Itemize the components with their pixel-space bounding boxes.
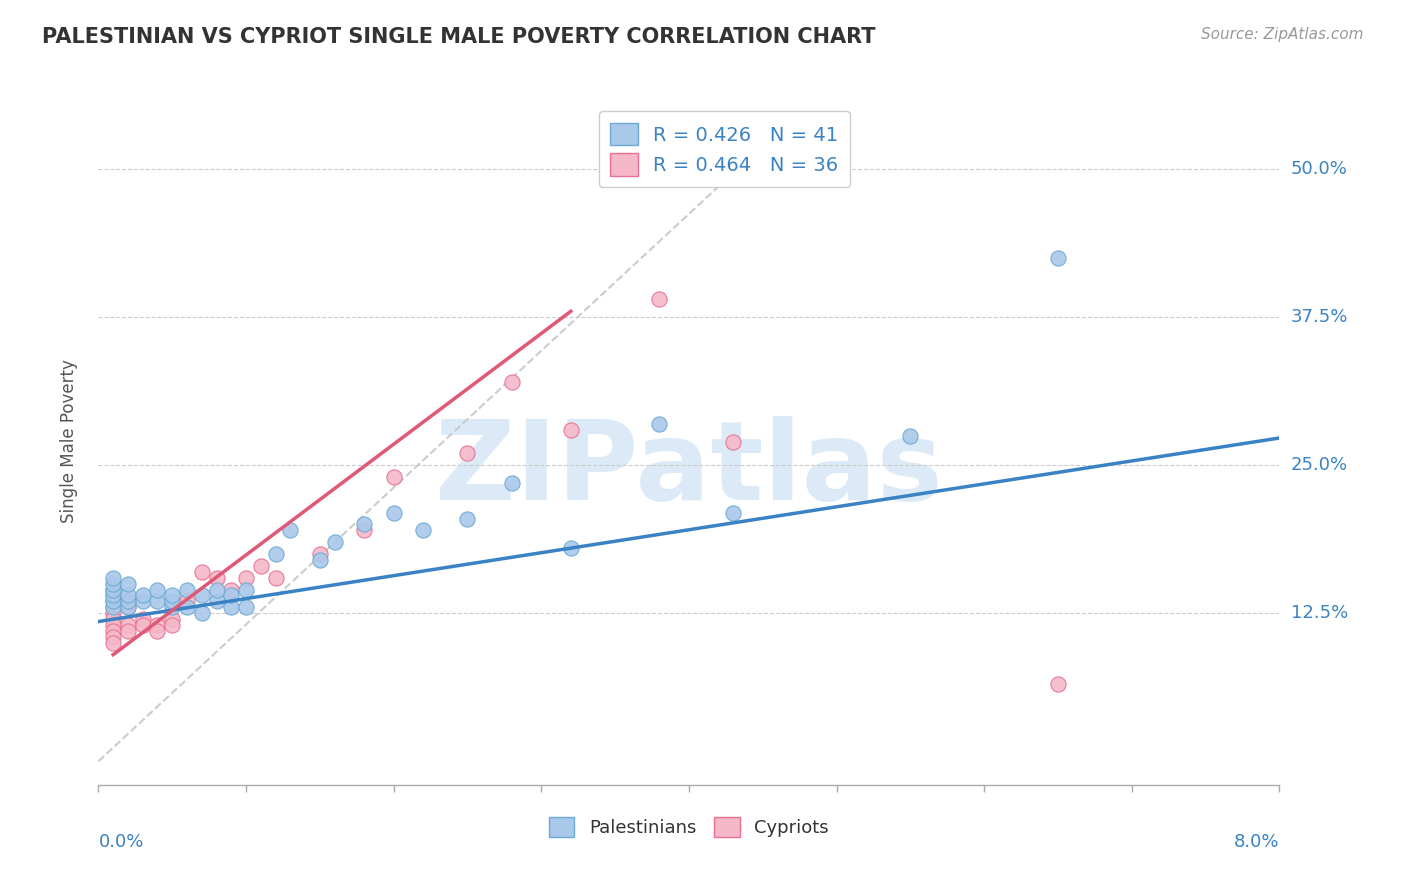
- Point: [205, 571, 228, 585]
- Y-axis label: Single Male Poverty: Single Male Poverty: [59, 359, 77, 524]
- Point: [501, 475, 523, 490]
- Point: [117, 624, 139, 638]
- Point: [235, 571, 257, 585]
- Point: [103, 624, 125, 638]
- Text: 37.5%: 37.5%: [1291, 309, 1348, 326]
- Point: [235, 600, 257, 615]
- Point: [382, 470, 405, 484]
- Point: [103, 576, 125, 591]
- Point: [205, 582, 228, 597]
- Text: PALESTINIAN VS CYPRIOT SINGLE MALE POVERTY CORRELATION CHART: PALESTINIAN VS CYPRIOT SINGLE MALE POVER…: [42, 27, 876, 46]
- Point: [162, 600, 183, 615]
- Text: 0.0%: 0.0%: [98, 833, 143, 851]
- Point: [457, 446, 479, 460]
- Point: [103, 582, 125, 597]
- Point: [103, 630, 125, 644]
- Legend: Palestinians, Cypriots: Palestinians, Cypriots: [541, 809, 837, 845]
- Point: [162, 594, 183, 608]
- Point: [382, 506, 405, 520]
- Point: [250, 558, 273, 573]
- Point: [146, 624, 169, 638]
- Point: [103, 636, 125, 650]
- Point: [353, 524, 375, 538]
- Point: [501, 376, 523, 390]
- Point: [723, 506, 745, 520]
- Point: [264, 571, 287, 585]
- Point: [1046, 251, 1070, 265]
- Point: [309, 547, 332, 561]
- Point: [457, 511, 479, 525]
- Point: [132, 594, 155, 608]
- Point: [117, 594, 139, 608]
- Point: [221, 600, 243, 615]
- Point: [103, 571, 125, 585]
- Point: [235, 582, 257, 597]
- Point: [103, 582, 125, 597]
- Point: [221, 582, 243, 597]
- Point: [132, 612, 155, 626]
- Point: [103, 600, 125, 615]
- Point: [264, 547, 287, 561]
- Point: [323, 535, 346, 549]
- Point: [146, 594, 169, 608]
- Text: 25.0%: 25.0%: [1291, 456, 1348, 475]
- Point: [103, 618, 125, 632]
- Point: [412, 524, 434, 538]
- Point: [205, 594, 228, 608]
- Point: [132, 618, 155, 632]
- Text: 50.0%: 50.0%: [1291, 161, 1347, 178]
- Point: [560, 423, 582, 437]
- Text: 12.5%: 12.5%: [1291, 604, 1348, 623]
- Point: [280, 524, 302, 538]
- Point: [117, 576, 139, 591]
- Point: [176, 582, 198, 597]
- Point: [560, 541, 582, 555]
- Point: [117, 594, 139, 608]
- Point: [117, 600, 139, 615]
- Text: Source: ZipAtlas.com: Source: ZipAtlas.com: [1201, 27, 1364, 42]
- Point: [191, 565, 214, 579]
- Point: [191, 607, 214, 621]
- Point: [103, 612, 125, 626]
- Point: [146, 618, 169, 632]
- Point: [103, 607, 125, 621]
- Point: [221, 589, 243, 603]
- Point: [117, 618, 139, 632]
- Point: [117, 600, 139, 615]
- Point: [132, 589, 155, 603]
- Point: [723, 434, 745, 449]
- Point: [103, 600, 125, 615]
- Point: [1046, 677, 1070, 691]
- Text: 8.0%: 8.0%: [1234, 833, 1279, 851]
- Point: [353, 517, 375, 532]
- Point: [900, 428, 922, 442]
- Point: [162, 618, 183, 632]
- Point: [146, 582, 169, 597]
- Point: [648, 293, 671, 307]
- Point: [162, 612, 183, 626]
- Point: [103, 594, 125, 608]
- Point: [103, 589, 125, 603]
- Point: [176, 594, 198, 608]
- Point: [103, 594, 125, 608]
- Text: ZIPatlas: ZIPatlas: [434, 416, 943, 523]
- Point: [176, 600, 198, 615]
- Point: [648, 417, 671, 431]
- Point: [117, 589, 139, 603]
- Point: [103, 589, 125, 603]
- Point: [309, 553, 332, 567]
- Point: [162, 589, 183, 603]
- Point: [191, 589, 214, 603]
